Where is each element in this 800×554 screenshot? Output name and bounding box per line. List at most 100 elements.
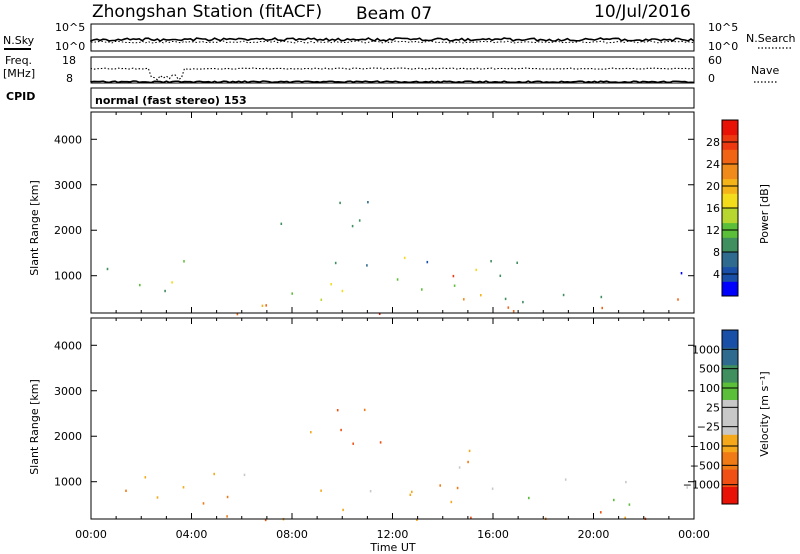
velocity-cbar-tick-label: 100 (699, 382, 720, 395)
nave-tick-high: 60 (708, 54, 722, 67)
velocity-cell (468, 449, 471, 453)
power-cbar-swatch (722, 193, 738, 209)
velocity-cell (202, 502, 205, 505)
power-cell (480, 294, 482, 297)
power-ytick-label: 1000 (54, 270, 82, 283)
velocity-cbar-tick-label: −100 (690, 440, 720, 453)
velocity-cbar-swatch (722, 451, 738, 470)
velocity-cell (213, 472, 215, 476)
power-cell (236, 312, 239, 316)
velocity-cell (363, 408, 366, 412)
time-tick-label: 00:00 (75, 528, 107, 541)
velocity-ylabel: Slant Range [km] (28, 379, 41, 475)
nsearch-series (90, 40, 695, 44)
power-cell (106, 267, 109, 271)
power-cbar-tick-label: 24 (706, 158, 720, 171)
freq-tick-low: 8 (66, 72, 73, 85)
freq-unit-label: [MHz] (3, 67, 35, 80)
velocity-cell (470, 516, 472, 519)
power-cell (522, 300, 524, 304)
velocity-ytick-label: 4000 (54, 339, 82, 352)
power-ylabel: Slant Range [km] (28, 180, 41, 276)
power-ytick-label: 3000 (54, 179, 82, 192)
power-cell (330, 283, 332, 286)
power-cbar-swatch (722, 237, 738, 253)
freq-panel-frame (90, 56, 695, 84)
velocity-cell (226, 495, 229, 499)
power-colorbar-label: Power [dB] (758, 184, 771, 244)
velocity-cell (564, 478, 567, 481)
power-cell (504, 297, 507, 301)
time-tick-label: 08:00 (276, 528, 308, 541)
velocity-cbar-swatch (722, 330, 738, 348)
velocity-cell (467, 460, 469, 464)
velocity-cell (456, 486, 459, 490)
velocity-cell (458, 466, 461, 469)
power-cell (677, 298, 679, 301)
velocity-cell (625, 480, 627, 484)
velocity-cbar-swatch (722, 364, 738, 383)
nave-tick-low: 0 (708, 72, 715, 85)
freq-nave-panel: Freq. [MHz] 18 8 60 0 Nave (3, 54, 779, 85)
power-cbar-tick-label: 12 (706, 224, 720, 237)
nave-series (90, 67, 695, 81)
power-cbar-swatch (722, 149, 738, 165)
velocity-cell (342, 508, 344, 512)
velocity-cbar-tick-label: 500 (699, 363, 720, 376)
velocity-colorbar-label: Velocity [m s⁻¹] (758, 371, 771, 456)
velocity-cbar-swatch (722, 399, 738, 418)
velocity-cell (416, 518, 418, 521)
velocity-cbar-tick-label: 1000 (692, 343, 720, 356)
power-panel: 1000 2000 3000 4000 Slant Range [km] (28, 111, 695, 316)
velocity-panel: 1000 2000 3000 4000 00:00 04:00 08:00 12:00 16:… (28, 317, 710, 554)
velocity-cell (491, 487, 494, 490)
power-cell (366, 264, 368, 267)
time-tick-label: 00:00 (678, 528, 710, 541)
velocity-cbar-frame (721, 329, 739, 505)
power-cell (339, 201, 341, 205)
power-cell (139, 283, 141, 287)
power-cell (183, 260, 185, 263)
power-cell (378, 312, 381, 315)
velocity-cbar-swatch (722, 434, 738, 453)
power-cell (453, 284, 456, 287)
velocity-cell (320, 489, 322, 492)
power-cell (507, 306, 510, 309)
power-cell (680, 272, 683, 275)
cpid-label: CPID (6, 90, 35, 103)
velocity-cell (264, 518, 267, 522)
freq-label: Freq. (5, 54, 32, 67)
power-cell (600, 295, 603, 299)
velocity-cbar-swatch (722, 486, 738, 505)
freq-tick-high: 18 (62, 54, 76, 67)
velocity-cell (182, 486, 185, 489)
power-cell (403, 256, 406, 260)
power-cell (261, 304, 264, 307)
velocity-cbar-swatch (722, 347, 738, 366)
power-scatter (106, 201, 683, 316)
power-cell (516, 261, 518, 264)
cpid-panel: CPID normal (fast stereo) 153 (6, 87, 695, 109)
nsearch-label: N.Search (746, 32, 796, 45)
power-cell (396, 278, 399, 281)
velocity-cell (336, 409, 339, 412)
time-tick-label: 12:00 (377, 528, 409, 541)
velocity-cell (125, 489, 127, 492)
time-tick-label: 20:00 (578, 528, 610, 541)
power-cbar-tick-label: 8 (713, 246, 720, 259)
velocity-cell (352, 442, 354, 445)
nave-label: Nave (751, 64, 779, 77)
velocity-cell (628, 503, 631, 506)
power-cell (367, 201, 369, 204)
power-cell (265, 304, 267, 307)
cpid-text: normal (fast stereo) 153 (95, 94, 247, 107)
noise-tick-right-high: 10^5 (708, 21, 738, 34)
power-cell (490, 260, 492, 263)
velocity-cell (686, 486, 688, 489)
velocity-cell (144, 476, 147, 479)
time-tick-label: 04:00 (176, 528, 208, 541)
power-cbar-tick-label: 28 (706, 136, 720, 149)
velocity-cell (156, 496, 159, 499)
noise-tick-left-high: 10^5 (55, 21, 85, 34)
velocity-cbar-swatch (722, 417, 738, 435)
